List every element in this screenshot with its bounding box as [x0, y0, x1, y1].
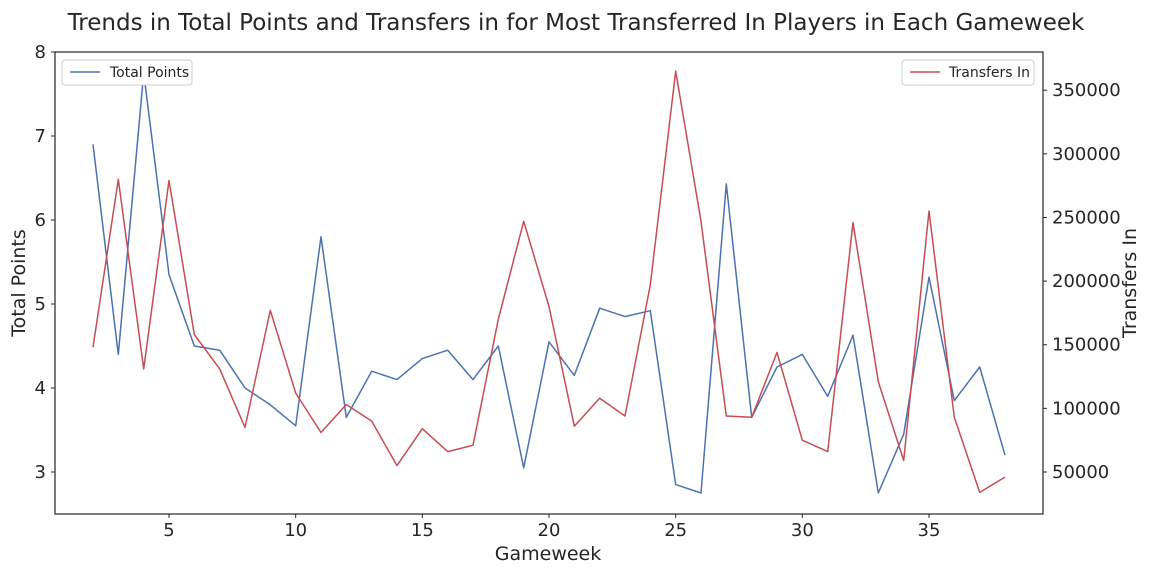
y-left-tick-label: 8 [35, 42, 46, 63]
axis-ticks: 5 10 15 20 25 30 35 3 4 5 6 7 8 50000 100000 150000 2000… [35, 42, 1121, 541]
y-right-tick-label: 100000 [1052, 398, 1121, 419]
legend-total-points: Total Points [61, 59, 193, 86]
x-tick-label: 30 [791, 520, 814, 541]
legend-transfers-in-box [901, 59, 1035, 86]
chart-title: Trends in Total Points and Transfers in … [67, 10, 1085, 36]
y-left-tick-label: 7 [35, 126, 46, 147]
y-left-tick-label: 4 [35, 378, 46, 399]
y-left-tick-label: 5 [35, 294, 46, 315]
y-right-tick-label: 150000 [1052, 335, 1121, 356]
y-right-tick-label: 50000 [1052, 462, 1109, 483]
series-line-total-points [92, 72, 1006, 494]
y-left-tick-label: 3 [35, 462, 46, 483]
x-tick-label: 20 [538, 520, 561, 541]
x-tick-label: 25 [664, 520, 687, 541]
x-tick-label: 5 [163, 520, 174, 541]
y-right-tick-label: 200000 [1052, 271, 1121, 292]
x-axis-label: Gameweek [495, 543, 602, 565]
x-tick-label: 15 [411, 520, 434, 541]
legend-transfers-in: Transfers In [901, 59, 1035, 86]
y-axis-right-label: Transfers In [1119, 228, 1141, 339]
series-lines [92, 70, 1006, 494]
x-tick-label: 35 [918, 520, 941, 541]
series-line-transfers-in [92, 70, 1006, 494]
legend-total-points-box [61, 59, 193, 86]
y-right-tick-label: 300000 [1052, 144, 1121, 165]
legend-transfers-in-label: Transfers In [948, 65, 1030, 81]
x-tick-label: 10 [284, 520, 307, 541]
y-right-tick-label: 250000 [1052, 207, 1121, 228]
y-axis-left-label: Total Points [8, 229, 30, 338]
legend-total-points-label: Total Points [109, 65, 189, 81]
y-left-tick-label: 6 [35, 210, 46, 231]
y-right-tick-label: 350000 [1052, 80, 1121, 101]
